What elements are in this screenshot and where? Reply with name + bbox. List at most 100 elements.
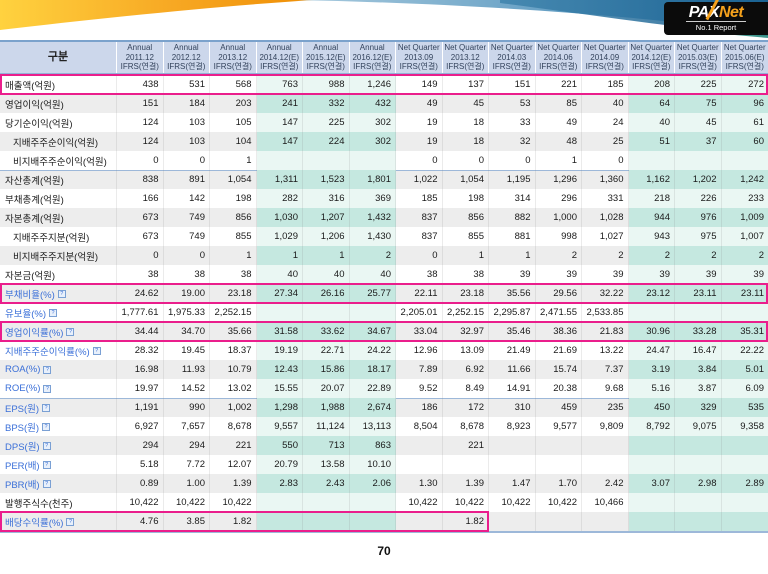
value-cell: 35.66 <box>210 322 257 341</box>
table-row: ROA(%)? 16.98 11.93 10.79 12.43 15.86 18.17 7.8… <box>0 360 768 379</box>
value-cell <box>256 512 303 531</box>
value-cell: 11.66 <box>489 360 536 379</box>
value-cell: 24.47 <box>628 341 675 360</box>
value-cell: 1,029 <box>256 227 303 246</box>
value-cell <box>443 455 489 474</box>
value-cell: 18.37 <box>210 341 257 360</box>
value-cell: 221 <box>210 436 257 455</box>
value-cell: 856 <box>443 208 489 227</box>
row-label[interactable]: 부채비율(%)? <box>0 284 117 303</box>
row-label[interactable]: 유보율(%)? <box>0 303 117 322</box>
value-cell <box>721 455 768 474</box>
value-cell <box>349 512 396 531</box>
info-icon[interactable]: ? <box>42 422 51 431</box>
value-cell: 1,202 <box>675 170 722 189</box>
row-label[interactable]: EPS(원)? <box>0 398 117 417</box>
value-cell: 24 <box>582 113 629 132</box>
value-cell: 1,207 <box>303 208 350 227</box>
value-cell: 142 <box>164 189 210 208</box>
row-label: 비지배주주지분(억원) <box>0 246 117 265</box>
value-cell <box>628 151 675 170</box>
value-cell: 282 <box>256 189 303 208</box>
value-cell: 30.96 <box>628 322 675 341</box>
row-label[interactable]: 배당수익률(%)? <box>0 512 117 531</box>
info-icon[interactable]: ? <box>42 479 51 488</box>
info-icon[interactable]: ? <box>43 384 52 393</box>
row-label[interactable]: PER(배)? <box>0 455 117 474</box>
info-icon[interactable]: ? <box>42 441 51 450</box>
value-cell <box>303 303 350 322</box>
value-cell: 19.19 <box>256 341 303 360</box>
row-label[interactable]: BPS(원)? <box>0 417 117 436</box>
value-cell: 23.11 <box>721 284 768 303</box>
value-cell: 15.55 <box>256 379 303 398</box>
value-cell <box>582 455 629 474</box>
value-cell: 39 <box>489 265 536 284</box>
value-cell: 0 <box>443 151 489 170</box>
value-cell: 14.52 <box>164 379 210 398</box>
value-cell: 23.11 <box>675 284 722 303</box>
row-label: 자본총계(억원) <box>0 208 117 227</box>
table-row: 비지배주주순이익(억원) 0 0 1 0 0 0 1 0 <box>0 151 768 170</box>
value-cell: 12.96 <box>396 341 443 360</box>
value-cell: 3.19 <box>628 360 675 379</box>
value-cell: 2,252.15 <box>210 303 257 322</box>
table-row: 영업이익률(%)? 34.44 34.70 35.66 31.58 33.62 34.67 3… <box>0 322 768 341</box>
value-cell: 1,777.61 <box>117 303 164 322</box>
table-row: 부채총계(억원) 166 142 198 282 316 369 185 198 314 296 33… <box>0 189 768 208</box>
value-cell: 203 <box>210 94 257 113</box>
value-cell: 7.89 <box>396 360 443 379</box>
value-cell: 8,678 <box>210 417 257 436</box>
logo-tagline: No.1 Report <box>685 21 747 32</box>
row-label: 발행주식수(천주) <box>0 493 117 512</box>
row-label[interactable]: ROE(%)? <box>0 379 117 398</box>
value-cell: 40 <box>256 265 303 284</box>
value-cell: 35.46 <box>489 322 536 341</box>
row-label[interactable]: 영업이익률(%)? <box>0 322 117 341</box>
value-cell: 2,533.85 <box>582 303 629 322</box>
row-label[interactable]: PBR(배)? <box>0 474 117 493</box>
value-cell: 38 <box>396 265 443 284</box>
value-cell: 9,557 <box>256 417 303 436</box>
column-header: Annual 2014.12(E) IFRS(연결) <box>257 42 303 73</box>
column-header: Net Quarter 2013.12 IFRS(연결) <box>443 42 489 73</box>
value-cell: 184 <box>164 94 210 113</box>
value-cell: 18.17 <box>349 360 396 379</box>
value-cell: 296 <box>536 189 582 208</box>
row-label[interactable]: ROA(%)? <box>0 360 117 379</box>
financial-summary-table: 구분 Annual 2011.12 IFRS(연결) Annual 2012.12 IFRS… <box>0 40 768 533</box>
info-icon[interactable]: ? <box>57 289 66 298</box>
value-cell: 19 <box>396 113 443 132</box>
value-cell: 34.67 <box>349 322 396 341</box>
info-icon[interactable]: ? <box>49 308 57 317</box>
value-cell: 85 <box>536 94 582 113</box>
info-icon[interactable]: ? <box>92 346 101 355</box>
page-number: 70 <box>377 544 391 558</box>
info-icon[interactable]: ? <box>42 460 51 469</box>
value-cell <box>675 455 722 474</box>
value-cell: 1 <box>536 151 582 170</box>
info-icon[interactable]: ? <box>66 517 75 526</box>
value-cell: 2,252.15 <box>443 303 489 322</box>
value-cell <box>303 512 350 531</box>
value-cell: 2,674 <box>349 398 396 417</box>
value-cell: 235 <box>582 398 629 417</box>
value-cell: 4.76 <box>117 512 164 531</box>
value-cell: 20.07 <box>303 379 350 398</box>
info-icon[interactable]: ? <box>66 327 75 336</box>
value-cell: 9,075 <box>675 417 722 436</box>
value-cell: 25.77 <box>349 284 396 303</box>
row-label[interactable]: DPS(원)? <box>0 436 117 455</box>
value-cell: 33.04 <box>396 322 443 341</box>
value-cell <box>628 455 675 474</box>
value-cell: 49 <box>396 94 443 113</box>
value-cell: 37 <box>675 132 722 151</box>
table-row: PBR(배)? 0.89 1.00 1.39 2.83 2.43 2.06 1.30 1.39 1… <box>0 474 768 493</box>
value-cell: 75 <box>675 94 722 113</box>
info-icon[interactable]: ? <box>42 403 51 412</box>
info-icon[interactable]: ? <box>43 365 52 374</box>
row-label[interactable]: 지배주주순이익률(%)? <box>0 341 117 360</box>
value-cell: 19.97 <box>117 379 164 398</box>
value-cell: 2,471.55 <box>536 303 582 322</box>
value-cell <box>675 151 722 170</box>
